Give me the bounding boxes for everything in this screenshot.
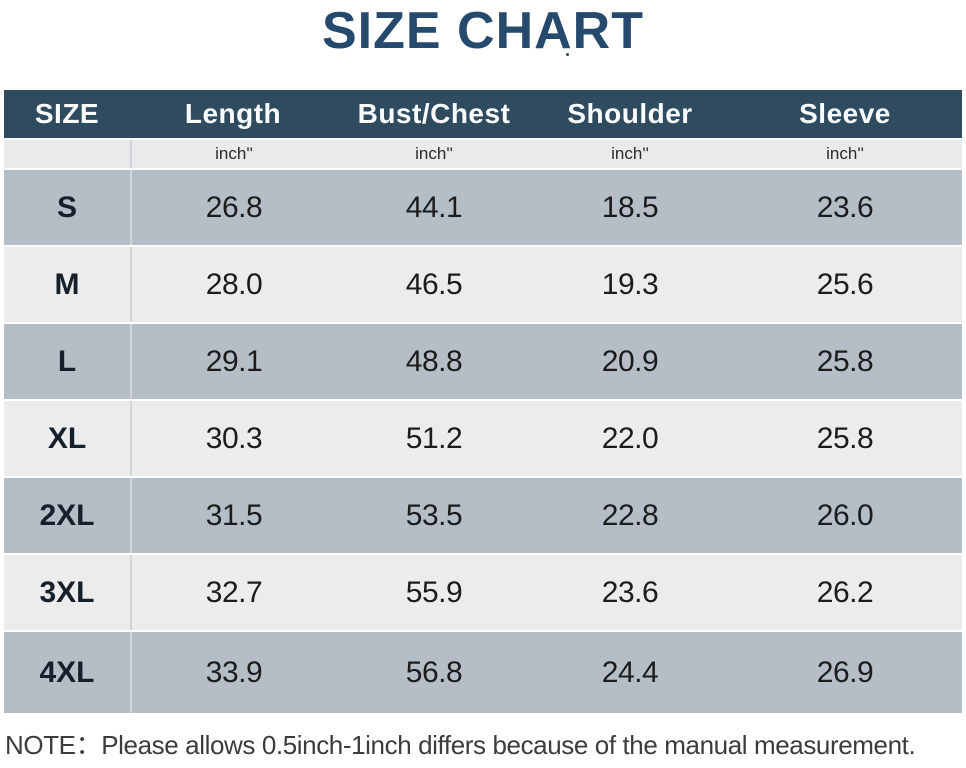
column-header-size: SIZE: [34, 98, 100, 129]
table-row-l: L 29.1 48.8 20.9 25.8: [4, 324, 962, 401]
size-label: 2XL: [39, 498, 95, 532]
size-chart-table: SIZE Length Bust/Chest Shoulder Sleeve i…: [4, 90, 962, 713]
shoulder-value: 22.0: [601, 421, 659, 455]
measurement-note: NOTE：Please allows 0.5inch-1inch differs…: [5, 730, 916, 760]
title-stray-dot: [566, 53, 569, 56]
bustchest-value: 48.8: [405, 344, 463, 378]
column-header-sleeve: Sleeve: [799, 98, 891, 129]
length-value: 26.8: [130, 170, 336, 245]
size-label: L: [57, 344, 77, 378]
length-value: 33.9: [130, 632, 336, 713]
size-label: S: [56, 190, 77, 224]
shoulder-value: 22.8: [601, 498, 659, 532]
length-value: 28.0: [130, 247, 336, 322]
column-header-shoulder: Shoulder: [567, 98, 693, 129]
bustchest-value: 55.9: [405, 575, 463, 609]
shoulder-value: 20.9: [601, 344, 659, 378]
unit-cell-bustchest: inch'': [415, 144, 453, 163]
sleeve-value: 26.9: [816, 655, 874, 689]
bustchest-value: 46.5: [405, 267, 463, 301]
length-value: 31.5: [130, 478, 336, 553]
table-row-s: S 26.8 44.1 18.5 23.6: [4, 170, 962, 247]
shoulder-value: 24.4: [601, 655, 659, 689]
sleeve-value: 23.6: [816, 190, 874, 224]
unit-row: inch'' inch'' inch'' inch'': [4, 140, 962, 170]
size-label: 4XL: [39, 655, 95, 689]
unit-cell-size: [4, 140, 130, 168]
sleeve-value: 26.0: [816, 498, 874, 532]
table-row-4xl: 4XL 33.9 56.8 24.4 26.9: [4, 632, 962, 713]
size-label: 3XL: [39, 575, 95, 609]
table-header-row: SIZE Length Bust/Chest Shoulder Sleeve: [4, 90, 962, 140]
size-label: XL: [47, 421, 87, 455]
unit-cell-shoulder: inch'': [611, 144, 649, 163]
bustchest-value: 51.2: [405, 421, 463, 455]
sleeve-value: 26.2: [816, 575, 874, 609]
unit-cell-length: inch'': [130, 140, 336, 168]
sleeve-value: 25.6: [816, 267, 874, 301]
table-row-2xl: 2XL 31.5 53.5 22.8 26.0: [4, 478, 962, 555]
unit-cell-sleeve: inch'': [826, 144, 864, 163]
bustchest-value: 44.1: [405, 190, 463, 224]
length-value: 32.7: [130, 555, 336, 630]
table-row-3xl: 3XL 32.7 55.9 23.6 26.2: [4, 555, 962, 632]
sleeve-value: 25.8: [816, 421, 874, 455]
bustchest-value: 56.8: [405, 655, 463, 689]
page-title: SIZE CHART: [322, 2, 644, 60]
length-value: 29.1: [130, 324, 336, 399]
column-header-bustchest: Bust/Chest: [357, 98, 511, 129]
size-label: M: [54, 267, 80, 301]
shoulder-value: 23.6: [601, 575, 659, 609]
column-header-length: Length: [184, 98, 282, 129]
bustchest-value: 53.5: [405, 498, 463, 532]
table-row-m: M 28.0 46.5 19.3 25.6: [4, 247, 962, 324]
sleeve-value: 25.8: [816, 344, 874, 378]
shoulder-value: 19.3: [601, 267, 659, 301]
length-value: 30.3: [130, 401, 336, 476]
shoulder-value: 18.5: [601, 190, 659, 224]
table-row-xl: XL 30.3 51.2 22.0 25.8: [4, 401, 962, 478]
